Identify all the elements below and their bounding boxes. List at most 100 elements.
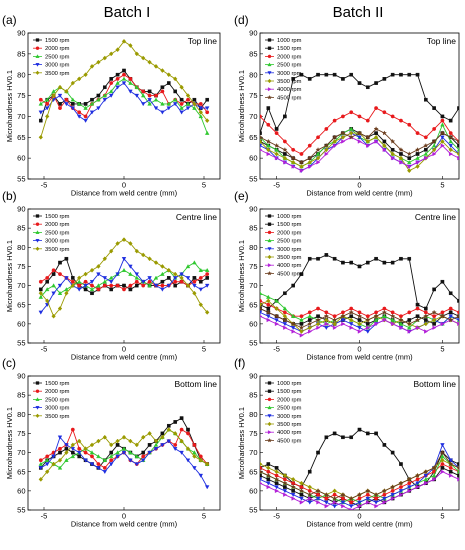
- legend-label: 4500 rpm: [277, 438, 302, 444]
- data-point: [431, 138, 437, 144]
- data-point: [282, 147, 288, 153]
- data-point: [440, 443, 445, 448]
- data-point: [423, 468, 429, 474]
- data-point: [38, 110, 44, 115]
- legend-label: 4500 rpm: [277, 271, 302, 277]
- y-tick-label: 75: [249, 429, 257, 438]
- data-point: [266, 143, 271, 148]
- data-point: [83, 105, 88, 110]
- data-point: [58, 450, 62, 455]
- data-point: [307, 484, 312, 490]
- data-point: [134, 442, 139, 448]
- data-point: [260, 468, 263, 474]
- legend-label: 2500 rpm: [277, 63, 302, 69]
- data-point: [457, 462, 459, 466]
- y-tick-label: 70: [17, 448, 25, 457]
- data-point: [307, 321, 313, 327]
- data-point: [57, 283, 63, 288]
- legend-label: 3500 rpm: [277, 255, 302, 261]
- data-point: [424, 155, 429, 161]
- data-point: [260, 473, 262, 478]
- data-point: [349, 325, 354, 330]
- data-point: [204, 267, 210, 272]
- data-point: [431, 309, 437, 315]
- data-point: [316, 500, 321, 505]
- data-point: [179, 438, 184, 444]
- data-point: [274, 306, 279, 311]
- data-point: [70, 427, 75, 432]
- data-point: [128, 80, 133, 85]
- series-4000-rpm: [260, 314, 459, 338]
- position-label: Centre line: [415, 212, 456, 222]
- data-point: [382, 260, 387, 265]
- data-point: [424, 318, 428, 322]
- data-point: [365, 260, 370, 265]
- y-tick-label: 55: [249, 506, 257, 515]
- data-point: [415, 160, 420, 165]
- data-point: [44, 106, 50, 111]
- data-point: [198, 279, 203, 284]
- data-point: [341, 260, 345, 265]
- data-point: [283, 152, 287, 156]
- data-point: [160, 101, 165, 106]
- legend-marker: [267, 405, 272, 410]
- data-point: [192, 105, 197, 110]
- data-point: [90, 454, 94, 459]
- legend-label: 3000 rpm: [277, 71, 302, 77]
- data-point: [283, 160, 288, 165]
- series-4000-rpm: [260, 469, 459, 510]
- data-point: [332, 134, 338, 140]
- position-label: Top line: [427, 36, 457, 46]
- data-point: [64, 102, 69, 107]
- data-point: [440, 114, 445, 119]
- legend-label: 2000 rpm: [45, 389, 70, 395]
- data-point: [290, 159, 296, 165]
- data-point: [283, 485, 287, 489]
- data-point: [315, 488, 321, 494]
- data-point: [115, 241, 120, 246]
- data-point: [64, 457, 69, 462]
- data-point: [440, 143, 445, 148]
- data-point: [456, 313, 459, 319]
- data-point: [128, 43, 133, 48]
- data-point: [357, 264, 362, 269]
- data-point: [58, 106, 62, 110]
- data-point: [457, 310, 459, 315]
- data-point: [332, 495, 338, 501]
- data-point: [274, 155, 279, 161]
- data-point: [381, 309, 387, 315]
- data-point: [307, 491, 313, 497]
- data-point: [448, 306, 453, 311]
- legend-marker: [267, 414, 272, 418]
- data-point: [340, 313, 346, 319]
- plot-area: [38, 38, 210, 140]
- data-point: [290, 313, 296, 318]
- data-point: [160, 287, 165, 292]
- data-point: [407, 168, 412, 174]
- data-point: [341, 77, 345, 81]
- data-point: [307, 155, 313, 161]
- data-point: [160, 110, 165, 115]
- data-point: [341, 139, 346, 144]
- data-point: [96, 438, 101, 444]
- data-point: [115, 272, 120, 277]
- data-point: [274, 488, 279, 494]
- data-point: [423, 142, 429, 148]
- data-point: [121, 267, 127, 272]
- panel-letter: (a): [2, 13, 17, 27]
- data-point: [57, 93, 63, 98]
- y-tick-label: 65: [17, 467, 25, 476]
- series-3500-rpm: [38, 237, 210, 319]
- data-point: [290, 492, 296, 498]
- data-point: [128, 287, 133, 292]
- data-point: [265, 309, 271, 315]
- x-tick-label: 5: [440, 181, 444, 190]
- data-point: [398, 147, 404, 153]
- data-point: [102, 256, 107, 262]
- x-tick-label: 0: [357, 345, 361, 354]
- data-point: [340, 491, 346, 497]
- data-point: [374, 81, 378, 85]
- x-axis-label: Distance from weld centre (mm): [71, 520, 178, 529]
- data-point: [357, 321, 362, 327]
